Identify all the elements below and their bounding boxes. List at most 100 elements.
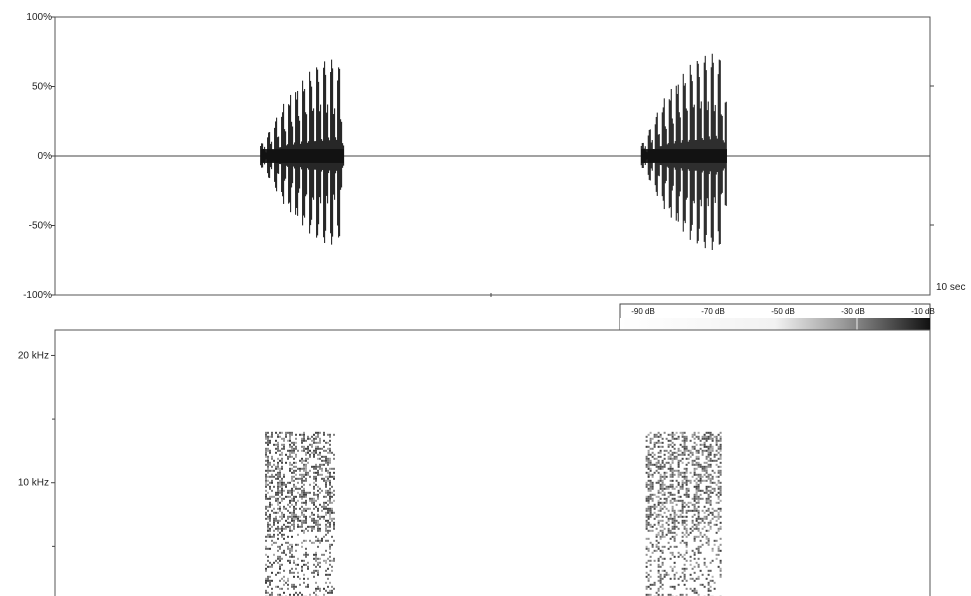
spectrogram-cell: [301, 489, 303, 492]
spectrogram-cell: [693, 469, 696, 472]
spectrogram-cell: [277, 521, 279, 524]
spectrogram-cell: [651, 437, 654, 440]
spectrogram-cell: [687, 489, 690, 492]
spectrogram-cell: [295, 487, 297, 490]
spectrogram-cell: [661, 489, 664, 492]
spectrogram-cell: [685, 491, 688, 494]
spectrogram-cell: [293, 443, 295, 446]
spectrogram-cell: [657, 467, 660, 470]
spectrogram-cell: [707, 499, 710, 502]
spectrogram-cell: [647, 489, 650, 492]
spectrogram-cell: [275, 465, 277, 468]
spectrogram-cell: [657, 563, 660, 566]
spectrogram-cell: [671, 501, 674, 504]
spectrogram-cell: [289, 527, 291, 530]
spectrogram-cell: [659, 475, 662, 478]
spectrogram-cell: [325, 561, 327, 564]
spectrogram-cell: [297, 491, 299, 494]
spectrogram-cell: [305, 479, 307, 482]
spectrogram-cell: [707, 493, 710, 496]
spectrogram-cell: [297, 525, 299, 528]
waveform-y-tick-label: 100%: [26, 12, 52, 23]
spectrogram-cell: [685, 515, 688, 518]
spectrogram-cell: [291, 491, 293, 494]
spectrogram-cell: [709, 501, 712, 504]
spectrogram-cell: [697, 485, 700, 488]
spectrogram-cell: [301, 497, 303, 500]
spectrogram-cell: [709, 585, 712, 588]
spectrogram-cell: [651, 583, 654, 586]
spectrogram-cell: [275, 451, 277, 454]
spectrogram-cell: [683, 475, 686, 478]
spectrogram-cell: [301, 501, 303, 504]
spectrogram-cell: [287, 489, 289, 492]
spectrogram-cell: [267, 431, 269, 434]
spectrogram-cell: [303, 475, 305, 478]
spectrogram-cell: [289, 489, 291, 492]
spectrogram-cell: [647, 559, 650, 562]
spectrogram-cell: [705, 431, 708, 434]
spectrogram-cell: [657, 579, 660, 582]
spectrogram-cell: [705, 467, 708, 470]
spectrogram-cell: [321, 459, 323, 462]
spectrogram-cell: [695, 461, 698, 464]
spectrogram-cell: [315, 569, 317, 572]
spectrogram-cell: [329, 473, 331, 476]
spectrogram-cell: [295, 567, 297, 570]
spectrogram-cell: [681, 535, 684, 538]
spectrogram-cell: [287, 503, 289, 506]
spectrogram-cell: [645, 497, 648, 500]
spectrogram-cell: [273, 521, 275, 524]
spectrogram-cell: [291, 567, 293, 570]
spectrogram-cell: [267, 533, 269, 536]
spectrogram-cell: [713, 539, 716, 542]
spectrogram-cell: [717, 527, 720, 530]
spectrogram-cell: [291, 543, 293, 546]
spectrogram-cell: [269, 515, 271, 518]
spectrogram-cell: [701, 489, 704, 492]
spectrogram-cell: [305, 453, 307, 456]
spectrogram-cell: [691, 503, 694, 506]
spectrogram-cell: [697, 513, 700, 516]
spectrogram-cell: [267, 491, 269, 494]
spectrogram-cell: [681, 523, 684, 526]
spectrogram-cell: [331, 565, 333, 568]
spectrogram-cell: [671, 459, 674, 462]
spectrogram-cell: [645, 457, 648, 460]
spectrogram-cell: [681, 521, 684, 524]
spectrogram-cell: [279, 579, 281, 582]
spectrogram-cell: [329, 443, 331, 446]
spectrogram-cell: [269, 449, 271, 452]
spectrogram-cell: [303, 495, 305, 498]
spectrogram-cell: [693, 485, 696, 488]
spectrogram-cell: [715, 483, 718, 486]
spectrogram-cell: [669, 457, 672, 460]
spectrogram-cell: [685, 463, 688, 466]
spectrogram-cell: [287, 525, 289, 528]
spectrogram-cell: [715, 501, 718, 504]
spectrogram-cell: [689, 439, 692, 442]
spectrogram-cell: [271, 579, 273, 582]
spectrogram-cell: [307, 577, 309, 580]
spectrogram-cell: [669, 531, 672, 534]
spectrogram-cell: [705, 515, 708, 518]
spectrogram-cell: [719, 487, 722, 490]
spectrogram-cell: [709, 465, 712, 468]
spectrogram-cell: [707, 477, 710, 480]
spectrogram-cell: [715, 509, 718, 512]
spectrogram-cell: [329, 493, 331, 496]
spectrogram-cell: [679, 431, 682, 434]
spectrogram-cell: [319, 491, 321, 494]
spectrogram-cell: [265, 505, 267, 508]
spectrogram-cell: [683, 515, 686, 518]
spectrogram-cell: [685, 449, 688, 452]
spectrogram-cell: [705, 541, 708, 544]
spectrogram-cell: [649, 487, 652, 490]
spectrogram-cell: [265, 513, 267, 516]
spectrogram-cell: [325, 485, 327, 488]
spectrogram-cell: [683, 577, 686, 580]
spectrogram-cell: [661, 577, 664, 580]
spectrogram-cell: [269, 475, 271, 478]
spectrogram-cell: [695, 467, 698, 470]
spectrogram-cell: [697, 497, 700, 500]
